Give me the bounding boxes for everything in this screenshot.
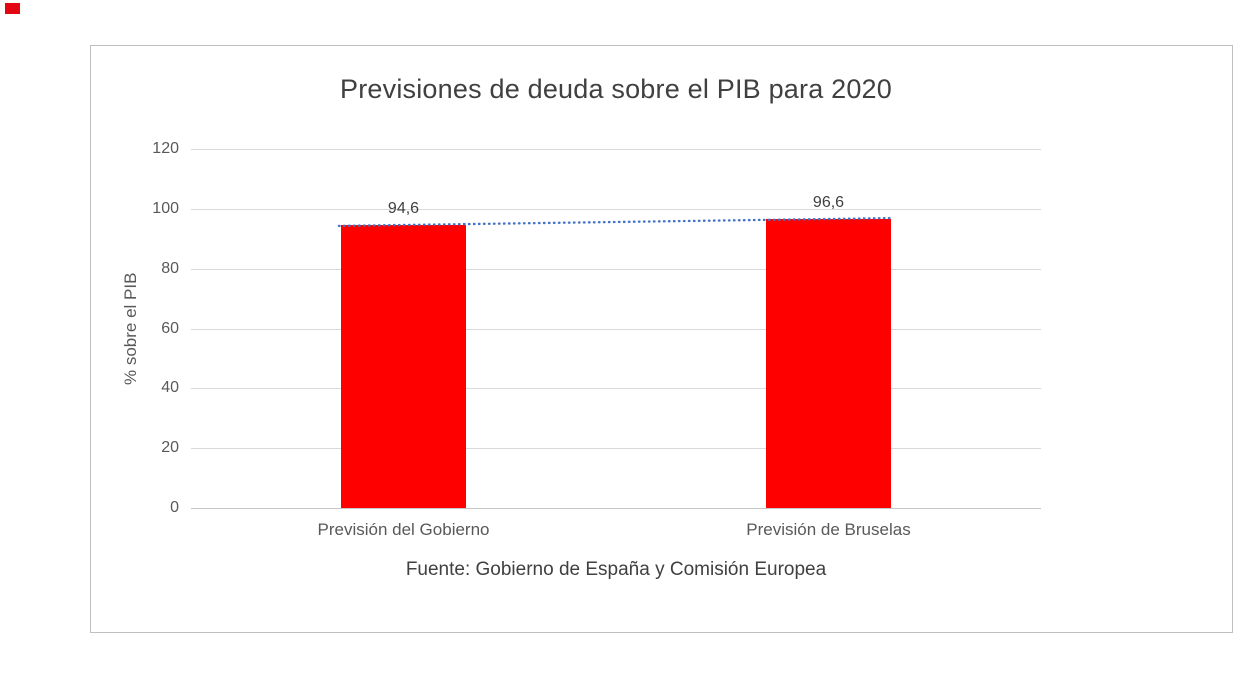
chart-container: Previsiones de deuda sobre el PIB para 2… — [90, 45, 1233, 633]
y-tick-label-0: 0 — [170, 499, 179, 516]
y-tick-label-60: 60 — [161, 319, 179, 337]
y-tick-label-100: 100 — [152, 199, 179, 217]
category-label-0: Previsión del Gobierno — [317, 520, 490, 539]
red-corner-mark — [5, 3, 20, 14]
bar-1[interactable] — [766, 219, 891, 508]
gridline-y-0 — [191, 508, 1041, 509]
gridline-y-60 — [191, 328, 1041, 330]
bar-0[interactable] — [341, 225, 466, 508]
source-caption: Fuente: Gobierno de España y Comisión Eu… — [405, 559, 827, 580]
bar-value-label-0: 94,6 — [387, 199, 420, 217]
y-axis-title: % sobre el PIB — [121, 272, 140, 385]
y-tick-label-20: 20 — [161, 439, 179, 457]
gridline-y-120 — [191, 149, 1041, 150]
gridline-y-20 — [191, 448, 1041, 450]
y-tick-label-120: 120 — [152, 140, 179, 157]
category-label-1: Previsión de Bruselas — [746, 520, 911, 539]
trendline — [337, 216, 895, 228]
gridline-y-40 — [191, 388, 1041, 390]
bar-value-label-1: 96,6 — [812, 194, 845, 211]
y-tick-label-40: 40 — [161, 379, 179, 397]
gridline-y-80 — [191, 268, 1041, 270]
chart-title: Previsiones de deuda sobre el PIB para 2… — [340, 74, 892, 104]
y-tick-label-80: 80 — [161, 259, 179, 277]
plot-area: 0 20 40 60 80 100 120 94,6 Previsión del Gobiern… — [152, 140, 1041, 539]
gridline-y-100 — [191, 208, 1041, 210]
